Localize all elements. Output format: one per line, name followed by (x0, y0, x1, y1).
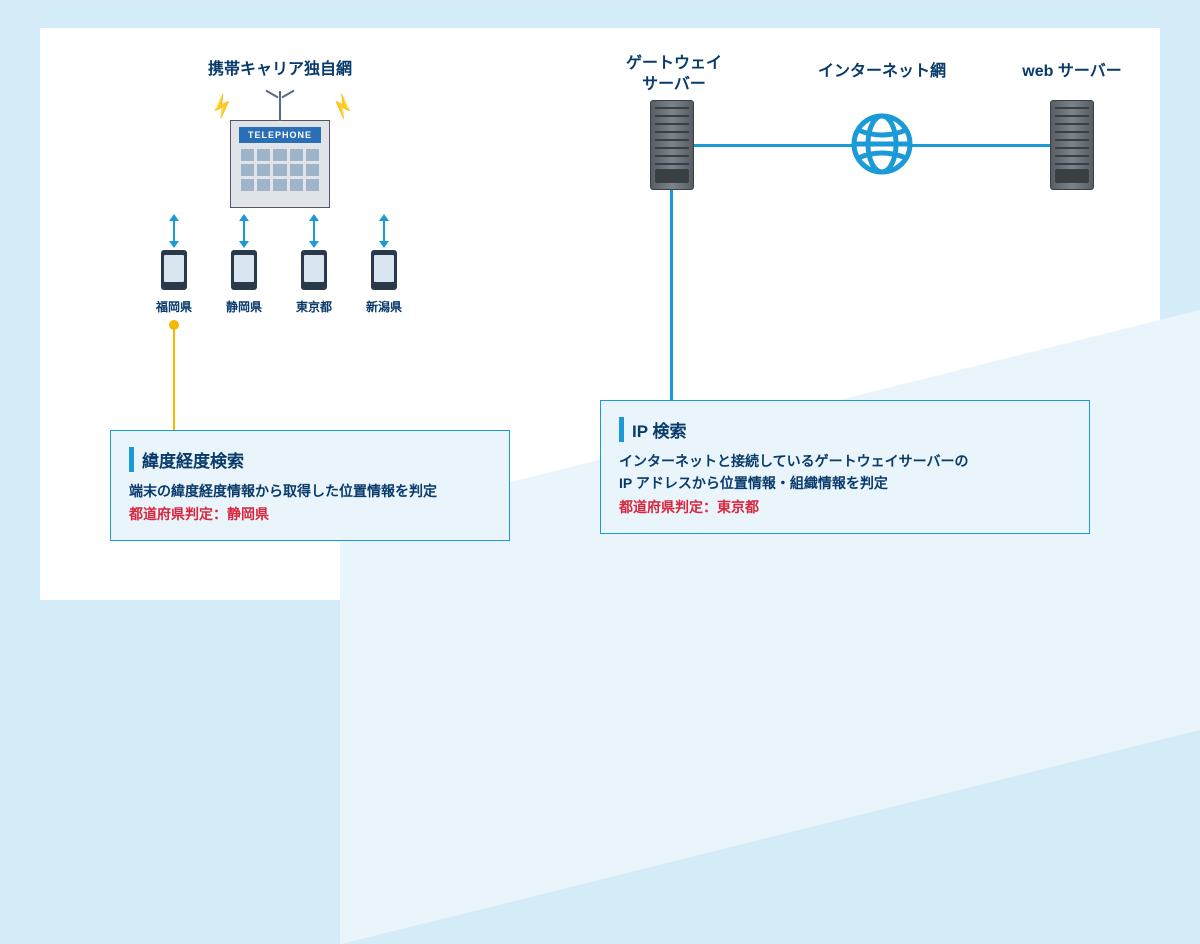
globe-icon (850, 112, 914, 176)
bolt-icon: ⚡ (206, 90, 239, 123)
phone-label: 静岡県 (219, 298, 269, 315)
sync-arrow-icon (173, 220, 175, 242)
label-gateway: ゲートウェイ サーバー (614, 54, 734, 96)
connector-line (670, 190, 673, 400)
box-result: 都道府県判定：静岡県 (129, 504, 491, 524)
telephone-building-icon: TELEPHONE (230, 120, 330, 208)
box-desc: インターネットと接続しているゲートウェイサーバーの IP アドレスから位置情報・… (619, 450, 1071, 495)
web-server-icon (1050, 100, 1094, 190)
phone-icon (371, 250, 397, 290)
phone-label: 新潟県 (359, 298, 409, 315)
box-result: 都道府県判定：東京都 (619, 497, 1071, 517)
connector-line (173, 328, 175, 430)
building-sign: TELEPHONE (239, 127, 321, 143)
gateway-server-icon (650, 100, 694, 190)
decorative-wedge (340, 300, 1200, 944)
sync-arrow-icon (243, 220, 245, 242)
heading-carrier-network: 携帯キャリア独自網 (150, 60, 410, 81)
phone-icon (231, 250, 257, 290)
diagram-canvas: 携帯キャリア独自網 TELEPHONE ⚡ ⚡ 福岡県 静岡県 東京都 新潟県 … (40, 28, 1160, 600)
phone-label: 福岡県 (149, 298, 199, 315)
ip-info-box: IP 検索 インターネットと接続しているゲートウェイサーバーの IP アドレスか… (600, 400, 1090, 534)
latlong-info-box: 緯度経度検索 端末の緯度経度情報から取得した位置情報を判定 都道府県判定：静岡県 (110, 430, 510, 541)
box-title: IP 検索 (619, 417, 1071, 442)
sync-arrow-icon (313, 220, 315, 242)
bolt-icon: ⚡ (326, 90, 359, 123)
building-windows (241, 149, 319, 201)
label-webserver: web サーバー (1012, 62, 1132, 83)
antenna-icon (279, 91, 281, 121)
sync-arrow-icon (383, 220, 385, 242)
phone-icon (301, 250, 327, 290)
box-title: 緯度経度検索 (129, 447, 491, 472)
phone-label: 東京都 (289, 298, 339, 315)
box-desc: 端末の緯度経度情報から取得した位置情報を判定 (129, 480, 491, 502)
phone-icon (161, 250, 187, 290)
label-internet: インターネット網 (792, 62, 972, 83)
